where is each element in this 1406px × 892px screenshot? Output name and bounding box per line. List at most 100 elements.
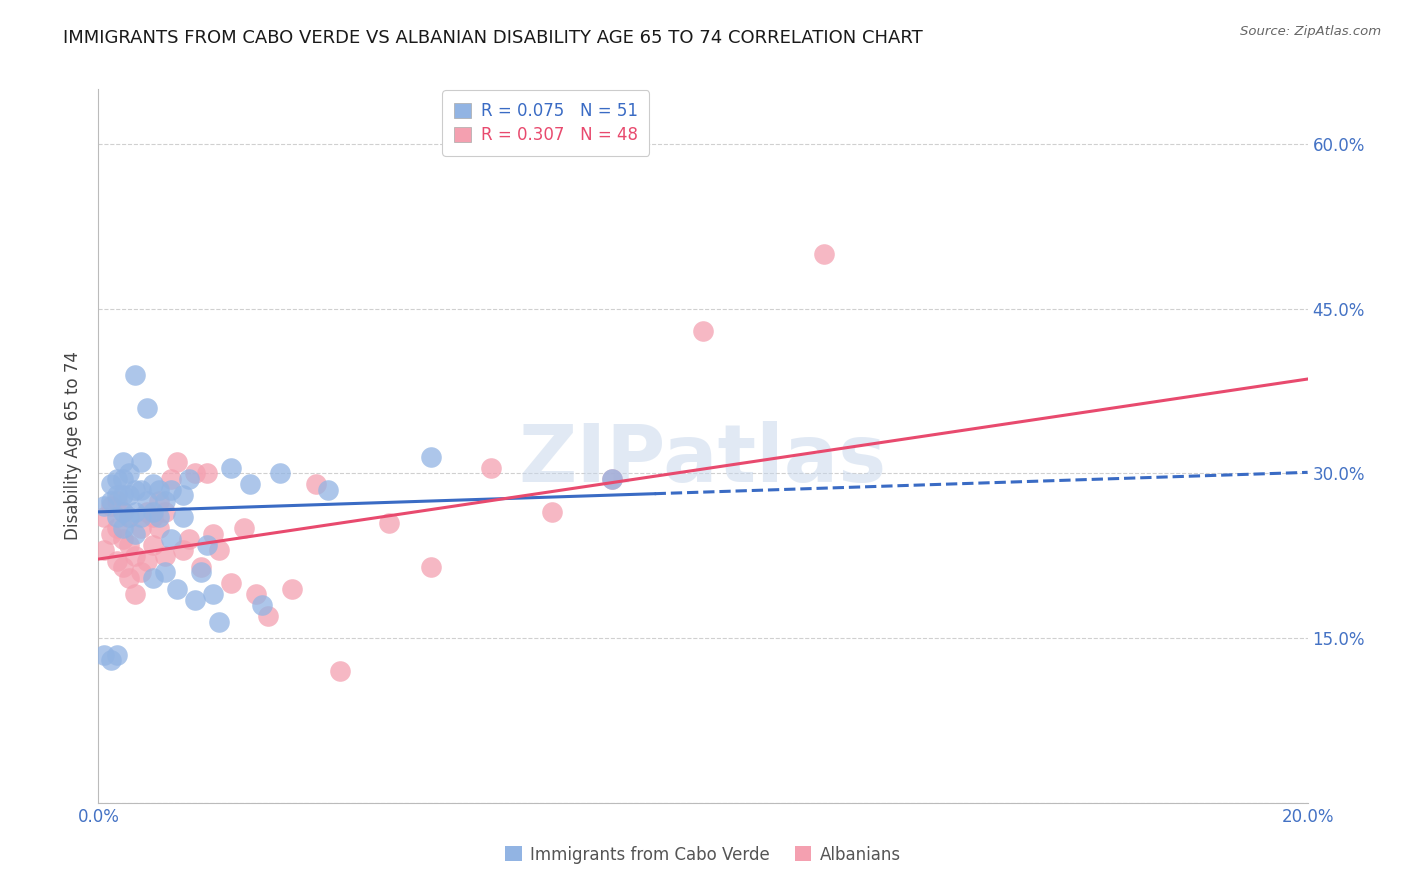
Legend: R = 0.075   N = 51, R = 0.307   N = 48: R = 0.075 N = 51, R = 0.307 N = 48: [443, 90, 650, 155]
Point: [153, 549, 176, 563]
Point: [135, 401, 157, 415]
Point: [105, 494, 128, 508]
Point: [208, 615, 231, 629]
Point: [208, 543, 231, 558]
Point: [153, 566, 176, 580]
Point: [118, 571, 141, 585]
Point: [135, 494, 157, 508]
Point: [142, 477, 165, 491]
Point: [124, 587, 146, 601]
Point: [420, 559, 443, 574]
Point: [166, 455, 188, 469]
Point: [202, 587, 225, 601]
Point: [111, 533, 134, 547]
Text: ZIPatlas: ZIPatlas: [519, 421, 887, 500]
Point: [481, 461, 503, 475]
Point: [184, 592, 207, 607]
Point: [316, 483, 339, 497]
Point: [602, 472, 624, 486]
Point: [111, 455, 134, 469]
Point: [135, 505, 157, 519]
Point: [142, 571, 165, 585]
Point: [93, 500, 115, 514]
Point: [190, 566, 212, 580]
Point: [124, 526, 146, 541]
Point: [93, 543, 115, 558]
Point: [129, 510, 152, 524]
Point: [239, 477, 262, 491]
Point: [142, 510, 165, 524]
Point: [420, 450, 443, 464]
Point: [124, 483, 146, 497]
Point: [540, 505, 562, 519]
Point: [105, 521, 128, 535]
Point: [142, 505, 165, 519]
Point: [124, 549, 146, 563]
Point: [100, 494, 122, 508]
Point: [118, 538, 141, 552]
Point: [100, 653, 122, 667]
Point: [111, 505, 134, 519]
Point: [105, 648, 128, 662]
Point: [124, 505, 146, 519]
Point: [105, 510, 128, 524]
Point: [111, 488, 134, 502]
Point: [111, 472, 134, 486]
Text: IMMIGRANTS FROM CABO VERDE VS ALBANIAN DISABILITY AGE 65 TO 74 CORRELATION CHART: IMMIGRANTS FROM CABO VERDE VS ALBANIAN D…: [63, 29, 922, 46]
Point: [148, 510, 170, 524]
Point: [221, 576, 243, 591]
Point: [202, 526, 225, 541]
Point: [166, 582, 188, 596]
Point: [172, 543, 194, 558]
Point: [813, 247, 835, 261]
Point: [329, 664, 352, 678]
Point: [148, 521, 170, 535]
Point: [179, 533, 201, 547]
Y-axis label: Disability Age 65 to 74: Disability Age 65 to 74: [65, 351, 83, 541]
Point: [142, 538, 165, 552]
Point: [184, 467, 207, 481]
Point: [124, 368, 146, 382]
Point: [692, 324, 714, 338]
Point: [269, 467, 291, 481]
Point: [190, 559, 212, 574]
Point: [305, 477, 328, 491]
Point: [377, 516, 399, 530]
Point: [111, 505, 134, 519]
Point: [172, 488, 194, 502]
Point: [172, 510, 194, 524]
Point: [105, 488, 128, 502]
Point: [153, 494, 176, 508]
Point: [195, 467, 218, 481]
Point: [221, 461, 243, 475]
Point: [602, 472, 624, 486]
Point: [100, 500, 122, 514]
Point: [100, 526, 122, 541]
Point: [105, 554, 128, 568]
Point: [148, 483, 170, 497]
Text: Source: ZipAtlas.com: Source: ZipAtlas.com: [1240, 25, 1381, 38]
Point: [250, 598, 273, 612]
Point: [105, 472, 128, 486]
Point: [195, 538, 218, 552]
Point: [281, 582, 304, 596]
Point: [93, 510, 115, 524]
Point: [160, 483, 183, 497]
Legend: Immigrants from Cabo Verde, Albanians: Immigrants from Cabo Verde, Albanians: [498, 839, 908, 871]
Point: [179, 472, 201, 486]
Point: [118, 510, 141, 524]
Point: [118, 488, 141, 502]
Point: [111, 521, 134, 535]
Point: [129, 521, 152, 535]
Point: [129, 455, 152, 469]
Point: [118, 510, 141, 524]
Point: [118, 467, 141, 481]
Point: [129, 566, 152, 580]
Point: [148, 494, 170, 508]
Point: [160, 533, 183, 547]
Point: [100, 477, 122, 491]
Point: [160, 472, 183, 486]
Point: [135, 554, 157, 568]
Point: [129, 483, 152, 497]
Point: [111, 559, 134, 574]
